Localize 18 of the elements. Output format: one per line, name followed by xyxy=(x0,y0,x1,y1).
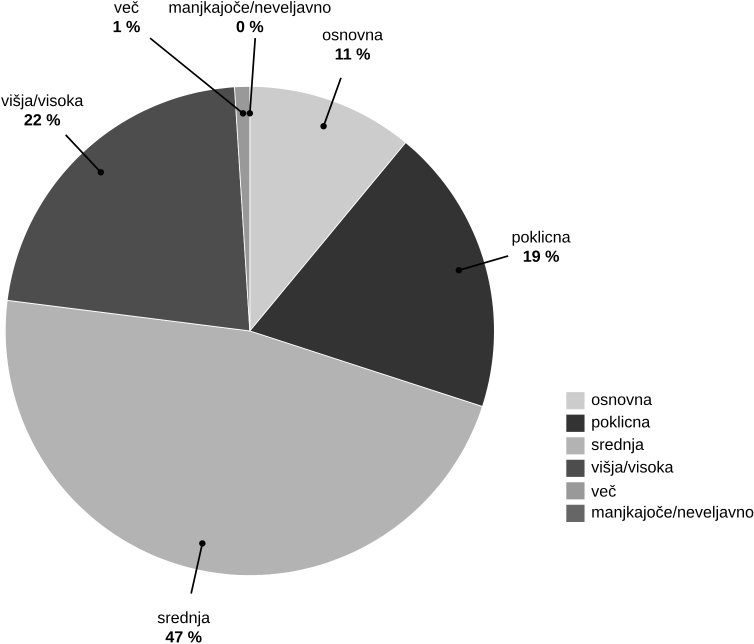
data-label: 1 % xyxy=(114,21,140,32)
legend-label: srednja xyxy=(592,438,644,454)
legend-label: osnovna xyxy=(592,396,652,406)
data-label: 11 % xyxy=(336,48,370,60)
legend-label: poklicna xyxy=(592,416,650,431)
legend-label: manjkajoče/neveljavno xyxy=(592,506,754,522)
data-label: 47 % xyxy=(166,631,202,643)
slice-label: več xyxy=(114,1,139,14)
legend-label: več xyxy=(591,485,616,497)
data-label: 22 % xyxy=(24,114,60,126)
slice-label: osnovna xyxy=(322,32,383,41)
data-label: 19 % xyxy=(524,250,559,262)
category-label: manjkajoče/neveljavno xyxy=(170,1,331,16)
slice-label: srednja xyxy=(158,612,210,627)
text: 0 % xyxy=(236,21,264,32)
slice-label: poklicna xyxy=(512,231,571,246)
legend-label: višja/visoka xyxy=(591,460,674,476)
slice-label: višja/visoka xyxy=(1,94,84,110)
